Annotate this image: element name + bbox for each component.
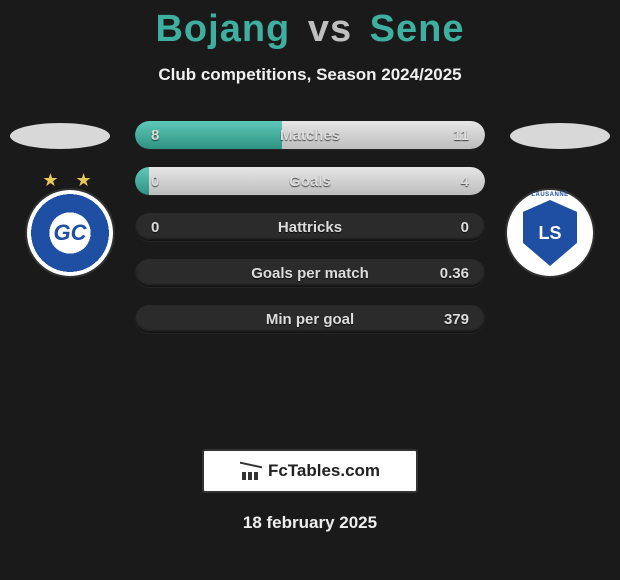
stat-row: 0Goals4 — [135, 167, 485, 195]
stat-value-right: 4 — [461, 167, 469, 195]
player1-placeholder — [10, 123, 110, 149]
stars-icon: ★ ★ — [20, 170, 120, 191]
stats-panel: ★ ★ GC LAUSANNE LS 8Matches110Goals40Hat… — [0, 105, 620, 445]
stat-value-right: 0.36 — [440, 259, 469, 287]
stat-bars: 8Matches110Goals40Hattricks0Goals per ma… — [135, 121, 485, 351]
stat-label: Min per goal — [135, 305, 485, 333]
club-top-text: LAUSANNE — [507, 192, 593, 198]
stat-row: Goals per match0.36 — [135, 259, 485, 287]
club-initials-right: LS — [538, 223, 561, 244]
stat-row: Min per goal379 — [135, 305, 485, 333]
subtitle: Club competitions, Season 2024/2025 — [0, 65, 620, 85]
stat-label: Matches — [135, 121, 485, 149]
stat-row: 0Hattricks0 — [135, 213, 485, 241]
club-badge-right: LAUSANNE LS — [500, 190, 600, 276]
stat-label: Goals per match — [135, 259, 485, 287]
date-text: 18 february 2025 — [0, 513, 620, 533]
vs-text: vs — [308, 8, 352, 50]
player2-placeholder — [510, 123, 610, 149]
stat-label: Goals — [135, 167, 485, 195]
branding-box[interactable]: FcTables.com — [202, 449, 418, 493]
stat-value-right: 11 — [453, 121, 469, 149]
branding-text: FcTables.com — [268, 461, 380, 481]
stat-value-right: 379 — [444, 305, 469, 333]
chart-icon — [240, 462, 262, 480]
player1-name: Bojang — [155, 8, 290, 50]
stat-row: 8Matches11 — [135, 121, 485, 149]
club-logo-right: LAUSANNE LS — [507, 190, 593, 276]
club-initials-left: GC — [54, 220, 87, 246]
club-logo-left: GC — [27, 190, 113, 276]
stat-value-right: 0 — [461, 213, 469, 241]
player2-name: Sene — [370, 8, 465, 50]
stat-label: Hattricks — [135, 213, 485, 241]
club-badge-left: ★ ★ GC — [20, 190, 120, 276]
comparison-title: Bojang vs Sene — [0, 0, 620, 51]
